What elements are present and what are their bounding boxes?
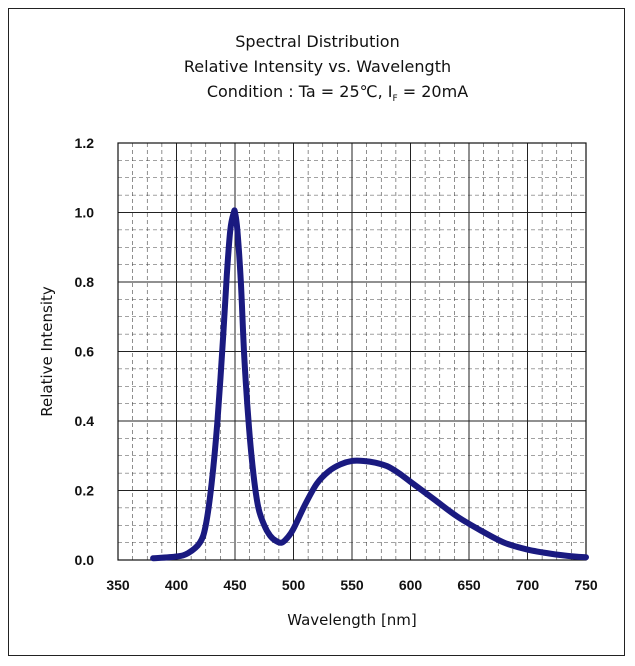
- y-tick-label: 0.6: [75, 344, 95, 360]
- y-tick-label: 0.2: [75, 483, 95, 499]
- y-tick-label: 0.0: [75, 552, 95, 568]
- x-tick-label: 600: [399, 577, 423, 593]
- y-tick-label: 1.2: [75, 135, 95, 151]
- condition-subscript: F: [392, 94, 398, 105]
- x-tick-label: 450: [223, 577, 247, 593]
- condition-suffix: = 20mA: [397, 82, 469, 101]
- x-tick-label: 650: [457, 577, 481, 593]
- x-axis-ticks: 350 400 450 500 550 600 650 700 750: [106, 577, 598, 593]
- y-tick-label: 0.4: [75, 413, 95, 429]
- x-tick-label: 550: [340, 577, 364, 593]
- chart-title: Spectral Distribution: [235, 32, 400, 51]
- x-tick-label: 700: [516, 577, 540, 593]
- y-axis-ticks: 0.0 0.2 0.4 0.6 0.8 1.0 1.2: [75, 135, 95, 568]
- x-axis-label: Wavelength [nm]: [287, 611, 417, 629]
- plot-area-border: [117, 142, 587, 561]
- y-tick-label: 1.0: [75, 205, 95, 221]
- series-line-relative-intensity: [150, 207, 589, 562]
- x-tick-label: 350: [106, 577, 130, 593]
- y-tick-label: 0.8: [75, 274, 95, 290]
- x-tick-label: 750: [574, 577, 598, 593]
- x-tick-label: 500: [282, 577, 306, 593]
- x-tick-label: 400: [165, 577, 189, 593]
- major-grid: [118, 143, 586, 560]
- chart-subtitle: Relative Intensity vs. Wavelength: [183, 57, 452, 76]
- condition-prefix: Condition : Ta = 25℃, I: [206, 82, 393, 101]
- y-axis-label: Relative Intensity: [38, 286, 56, 417]
- chart-condition: Condition : Ta = 25℃, IF = 20mA: [0, 82, 635, 104]
